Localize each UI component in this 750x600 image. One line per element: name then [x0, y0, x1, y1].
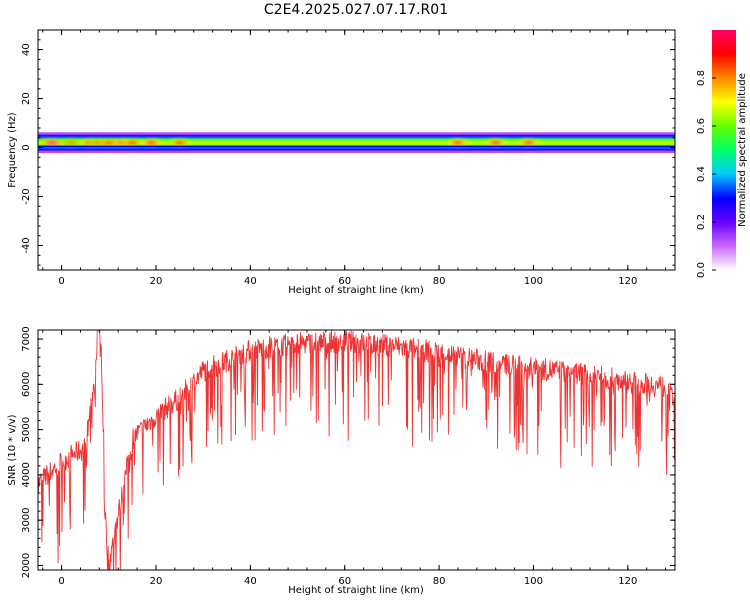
colorbar-tick-label: 0.2 [696, 214, 707, 230]
spectrogram-y-tick-label: -40 [21, 237, 32, 253]
snr-x-tick-label: 0 [58, 576, 64, 587]
colorbar-tick-label: 0.4 [696, 166, 707, 182]
spectrogram-x-tick-label: 20 [150, 276, 163, 287]
spectrogram-x-axis-label: Height of straight line (km) [288, 285, 424, 296]
spectrogram-hotspot [126, 140, 139, 145]
snr-panel: 0 20 40 60 80 100 120200030004000500060007000 … [7, 326, 676, 596]
snr-y-tick-label: 6000 [21, 372, 32, 397]
spectrogram-y-tick-label: 20 [21, 92, 32, 105]
colorbar-tick-label: 0.0 [696, 262, 707, 278]
spectrogram-x-tick-label: 40 [244, 276, 257, 287]
spectrogram-x-tick-label: 80 [433, 276, 446, 287]
snr-x-tick-label: 100 [524, 576, 543, 587]
spectrogram-panel: 0 20 40 60 80 100 120 -40 -20 0 20 40 Height of str… [7, 29, 676, 296]
spectrogram-frame [37, 29, 676, 271]
snr-y-tick-label: 4000 [21, 462, 32, 487]
snr-x-tick-label: 120 [618, 576, 637, 587]
colorbar-gradient [712, 30, 736, 270]
spectrogram-x-tick-label: 120 [618, 276, 637, 287]
spectrogram-hotspots [43, 139, 538, 147]
colorbar-label: Normalized spectral amplitude [737, 73, 748, 227]
snr-x-tick-label: 60 [338, 576, 351, 587]
snr-x-axis-label: Height of straight line (km) [288, 585, 424, 596]
spectrogram-x-tick-label: 0 [58, 276, 64, 287]
spectrogram-y-axis-label: Frequency (Hz) [7, 112, 18, 188]
spectrogram-x-tick-label: 60 [338, 276, 351, 287]
spectrogram-hotspot [522, 140, 535, 145]
spectrogram-ticks: 0 20 40 60 80 100 120 -40 -20 0 20 40 [21, 29, 675, 287]
spectrogram-y-tick-label: -20 [21, 188, 32, 204]
colorbar-ticks: 0.0 0.2 0.4 0.6 0.8 [696, 70, 716, 278]
spectrogram-hotspot [102, 140, 115, 145]
colorbar: 0.0 0.2 0.4 0.6 0.8 Normalized spectral ampl… [696, 30, 748, 278]
snr-series-layer [38, 330, 675, 570]
snr-y-tick-label: 5000 [21, 417, 32, 442]
snr-ticks: 0 20 40 60 80 100 120 2000 3000 4000 5000 6000 7000 [21, 326, 675, 587]
figure-title: C2E4.2025.027.07.17.R01 [264, 2, 448, 18]
snr-x-tick-label: 40 [244, 576, 257, 587]
snr-y-tick-label: 2000 [21, 553, 32, 578]
snr-y-tick-label: 3000 [21, 507, 32, 532]
spectrogram-y-tick-label: 0 [21, 144, 32, 150]
spectrogram-hotspot [46, 140, 59, 145]
snr-y-axis-label: SNR (10 * v/v) [7, 414, 18, 485]
spectrogram-x-tick-label: 100 [524, 276, 543, 287]
spectrogram-hotspot [65, 140, 78, 145]
spectrogram-heatmap [38, 132, 675, 154]
spectrogram-y-tick-label: 40 [21, 43, 32, 56]
snr-frame [37, 329, 676, 571]
snr-y-tick-label: 7000 [21, 326, 32, 351]
spectrogram-hotspot [451, 140, 464, 145]
colorbar-tick-label: 0.8 [696, 70, 707, 86]
spectrogram-hotspot [489, 140, 502, 145]
spectrogram-hotspot [173, 140, 186, 145]
colorbar-tick-label: 0.6 [696, 118, 707, 134]
spectrogram-band-level-4 [38, 140, 675, 145]
snr-x-tick-label: 80 [433, 576, 446, 587]
snr-x-tick-label: 20 [150, 576, 163, 587]
spectrogram-hotspot [145, 140, 158, 145]
snr-series-line [38, 330, 675, 570]
